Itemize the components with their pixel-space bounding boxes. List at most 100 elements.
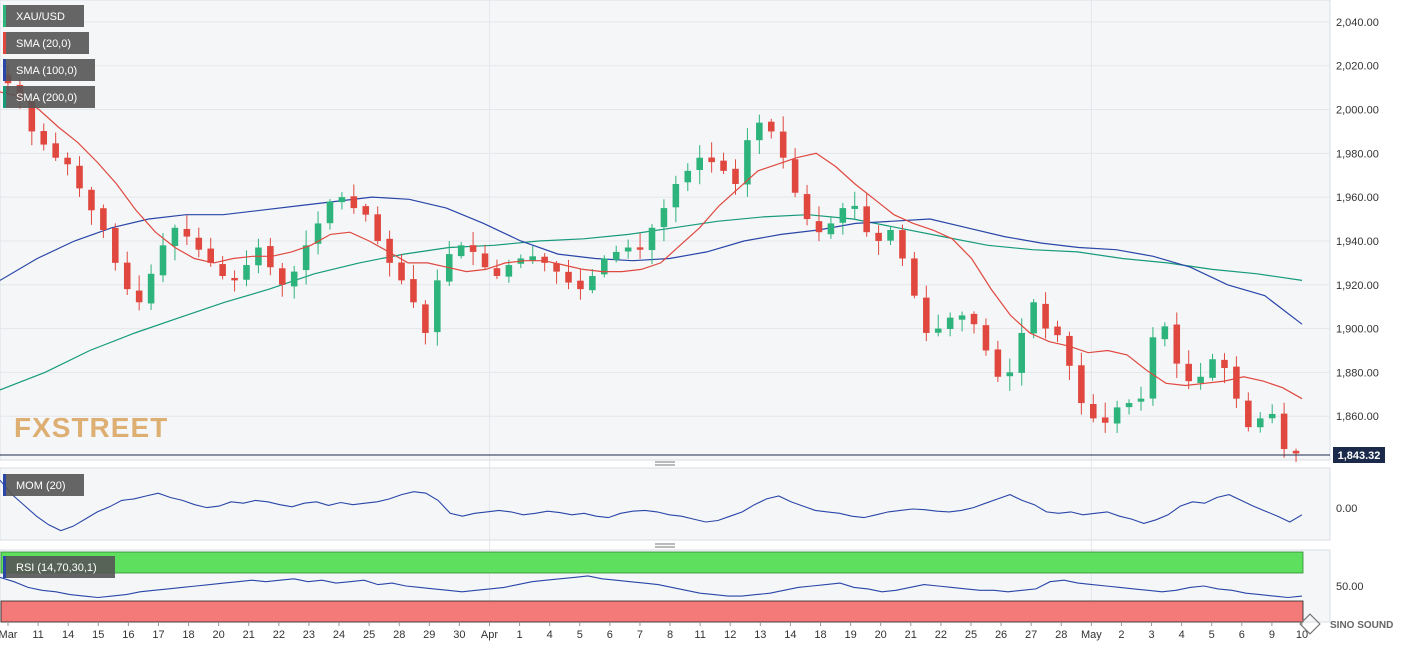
- candle-body: [195, 237, 203, 250]
- horizontal-grid: [0, 21, 1330, 417]
- candle-body: [696, 157, 703, 170]
- date-tick-label: May: [1081, 629, 1102, 641]
- date-tick-label: 22: [273, 629, 285, 641]
- candle-body: [52, 143, 59, 158]
- date-tick-label: Apr: [481, 629, 498, 641]
- candle-body: [1101, 417, 1109, 423]
- candle-body: [457, 245, 465, 257]
- vertical-grid: [488, 0, 1092, 622]
- candle-body: [756, 122, 763, 141]
- candle-body: [243, 265, 250, 280]
- sma-20-line: [0, 91, 1303, 400]
- candle-body: [1030, 302, 1037, 334]
- date-tick-label: 2: [1118, 629, 1124, 641]
- candle-body: [219, 264, 226, 276]
- candle-body: [1197, 376, 1204, 383]
- sma-100-line: [0, 196, 1303, 325]
- candle-body: [410, 279, 417, 303]
- date-tick-label: 20: [213, 629, 225, 641]
- candle-body: [1233, 366, 1240, 399]
- legend-sma-200[interactable]: SMA (200,0): [3, 86, 95, 108]
- date-tick-label: 8: [667, 629, 673, 641]
- price-pane[interactable]: [0, 0, 1331, 461]
- svg-text:SMA (20,0): SMA (20,0): [16, 38, 71, 50]
- last-price-label: 1,843.32: [1333, 447, 1385, 463]
- rsi-path: [0, 575, 1303, 599]
- price-tick-label: 1,940.00: [1336, 236, 1379, 248]
- candle-body: [803, 194, 811, 220]
- svg-text:SMA (200,0): SMA (200,0): [16, 92, 77, 104]
- candle-body: [100, 208, 107, 230]
- price-tick-label: 1,960.00: [1336, 192, 1379, 204]
- svg-text:SMA (100,0): SMA (100,0): [16, 65, 77, 77]
- date-tick-label: 14: [62, 629, 74, 641]
- svg-text:1,843.32: 1,843.32: [1338, 450, 1381, 462]
- legend-sma-100[interactable]: SMA (100,0): [3, 59, 95, 81]
- candle-body: [660, 208, 668, 228]
- date-tick-label: 28: [1055, 629, 1067, 641]
- candle-body: [923, 297, 930, 333]
- candle-body: [767, 121, 775, 132]
- svg-text:MOM (20): MOM (20): [16, 480, 66, 492]
- candle-body: [541, 256, 548, 263]
- candle-body: [40, 131, 48, 145]
- legend-sma-20[interactable]: SMA (20,0): [3, 32, 89, 54]
- date-tick-label: 18: [814, 629, 826, 641]
- candle-body: [326, 201, 334, 224]
- date-tick-label: 6: [607, 629, 613, 641]
- candle-body: [1054, 326, 1061, 336]
- date-tick-label: 11: [694, 629, 705, 641]
- candle-body: [744, 140, 751, 185]
- date-tick-label: 17: [152, 629, 164, 641]
- candle-body: [1149, 337, 1157, 399]
- date-tick-label: 21: [905, 629, 917, 641]
- candle-body: [1185, 363, 1192, 382]
- svg-text:RSI (14,70,30,1): RSI (14,70,30,1): [16, 562, 97, 574]
- date-tick-label: 28: [393, 629, 405, 641]
- candle-body: [899, 230, 906, 259]
- candle-body: [648, 227, 656, 251]
- candle-body: [1209, 359, 1216, 378]
- mom-axis-tick: 0.00: [1336, 503, 1357, 515]
- date-tick-label: 15: [92, 629, 104, 641]
- sino-sound-watermark: SINO SOUND: [1299, 613, 1393, 635]
- candle-body: [1113, 407, 1121, 424]
- price-axis-ticks: 2,040.00 2,020.00 2,000.00 1,980.00 1,960.00…: [1336, 17, 1379, 423]
- candle-body: [302, 245, 310, 271]
- candle-body: [1090, 404, 1097, 419]
- candle-body: [314, 223, 322, 244]
- candle-body: [863, 206, 870, 233]
- mom-pane[interactable]: [0, 467, 1331, 541]
- date-tick-label: 16: [122, 629, 134, 641]
- candle-body: [1268, 414, 1276, 419]
- legend-rsi[interactable]: RSI (14,70,30,1): [3, 556, 115, 578]
- candle-body: [815, 221, 823, 233]
- price-tick-label: 2,020.00: [1336, 61, 1379, 73]
- fxstreet-logo: FXSTREET: [14, 412, 168, 443]
- legend-xauusd[interactable]: XAU/USD: [3, 5, 84, 27]
- candle-body: [553, 263, 560, 272]
- candle-body: [1125, 403, 1133, 408]
- date-tick-label: 10: [1296, 629, 1308, 641]
- candle-body: [839, 208, 847, 223]
- date-tick-label: 27: [1025, 629, 1037, 641]
- candle-body: [481, 253, 489, 268]
- candle-body: [601, 258, 608, 275]
- legend-mom[interactable]: MOM (20): [3, 474, 84, 496]
- candle-body: [529, 256, 537, 261]
- date-tick-label: 5: [1209, 629, 1215, 641]
- candle-body: [1006, 372, 1014, 377]
- candle-body: [374, 214, 381, 241]
- sma-100-path: [0, 196, 1303, 325]
- pane-resize-handle-1[interactable]: [655, 461, 675, 466]
- candle-body: [350, 196, 358, 209]
- candle-body: [505, 265, 513, 277]
- date-tick-label: 4: [547, 629, 553, 641]
- price-tick-label: 1,980.00: [1336, 148, 1379, 160]
- mom-path: [0, 479, 1303, 532]
- candle-body: [791, 159, 799, 193]
- rsi-oversold-zone: [0, 600, 1304, 623]
- pane-resize-handle-2[interactable]: [655, 543, 675, 548]
